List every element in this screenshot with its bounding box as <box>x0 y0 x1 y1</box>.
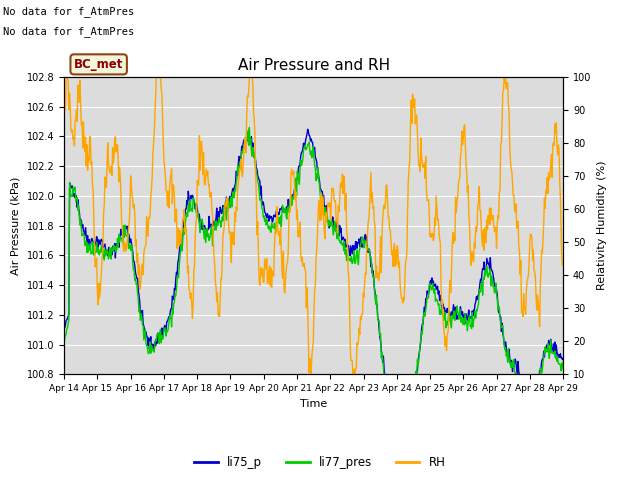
X-axis label: Time: Time <box>300 399 327 408</box>
Y-axis label: Air Pressure (kPa): Air Pressure (kPa) <box>11 177 21 275</box>
Text: BC_met: BC_met <box>74 58 124 71</box>
Title: Air Pressure and RH: Air Pressure and RH <box>237 58 390 73</box>
Y-axis label: Relativity Humidity (%): Relativity Humidity (%) <box>597 161 607 290</box>
Legend: li75_p, li77_pres, RH: li75_p, li77_pres, RH <box>189 452 451 474</box>
Text: No data for f_AtmPres: No data for f_AtmPres <box>3 6 134 17</box>
Text: No data for f_AtmPres: No data for f_AtmPres <box>3 25 134 36</box>
